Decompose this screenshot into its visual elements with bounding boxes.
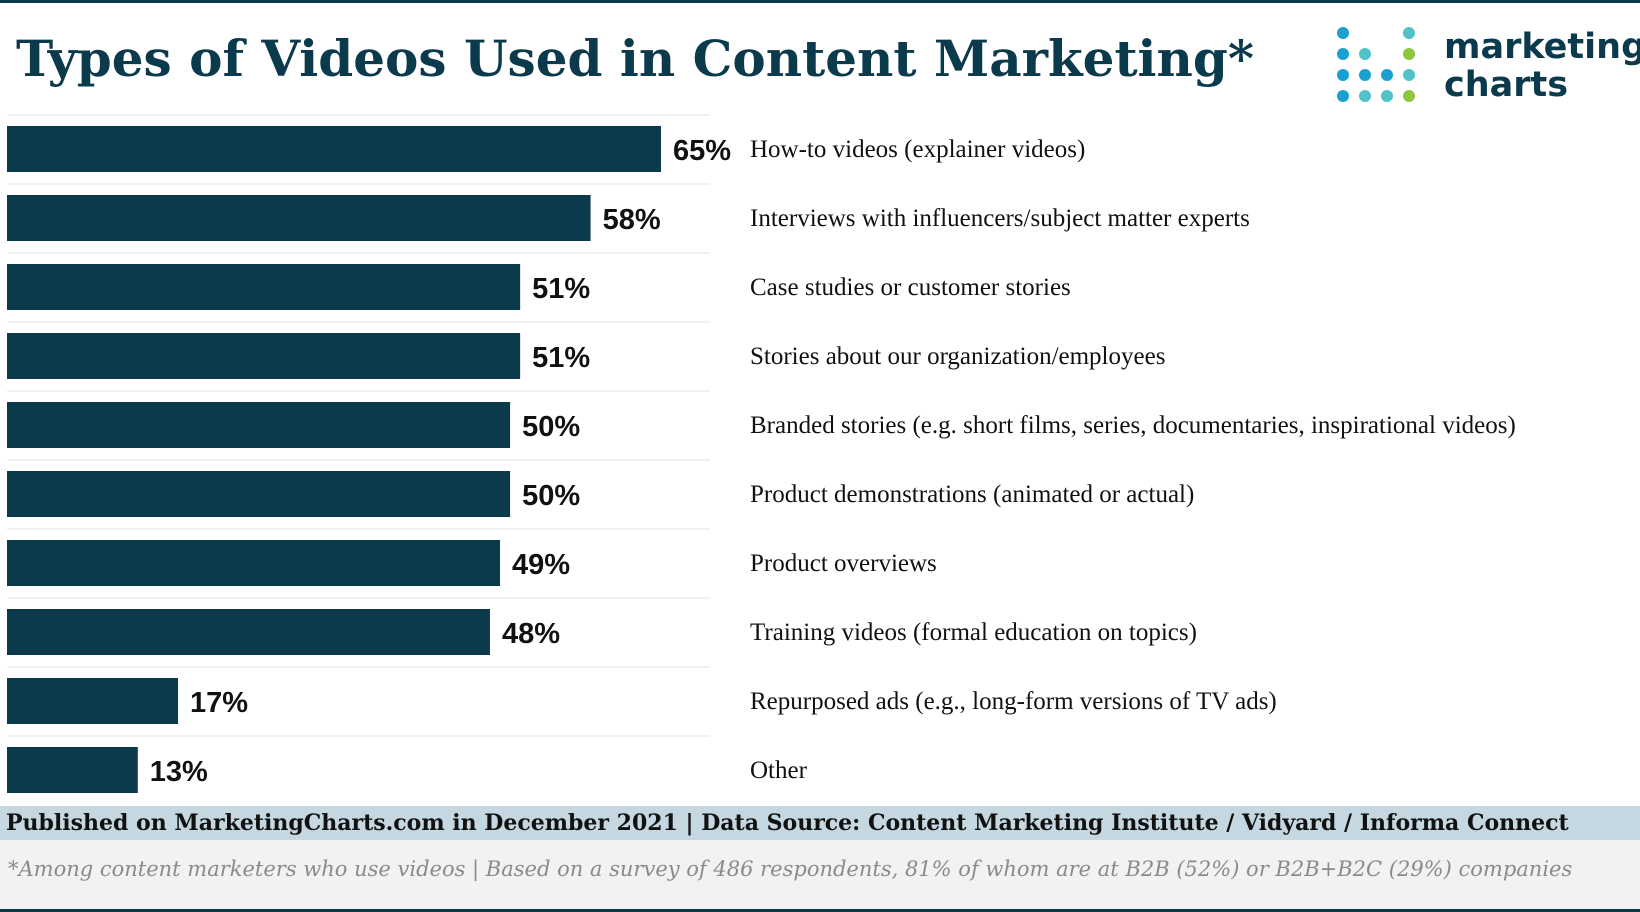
logo-wordmark: marketing charts	[1444, 28, 1640, 104]
bar-value-label: 50%	[522, 411, 580, 443]
logo-dot	[1359, 48, 1371, 60]
bar-value-label: 51%	[532, 273, 590, 305]
source-footer: Published on MarketingCharts.com in Dece…	[0, 806, 1640, 840]
category-label: How-to videos (explainer videos)	[750, 136, 1085, 163]
category-label: Interviews with influencers/subject matt…	[750, 205, 1250, 232]
top-rule	[0, 0, 1640, 3]
category-label: Other	[750, 757, 808, 784]
logo-dot	[1403, 27, 1415, 39]
source-text: Published on MarketingCharts.com in Dece…	[6, 810, 1569, 836]
bar	[7, 264, 521, 310]
logo-dot	[1337, 90, 1349, 102]
logo-dot	[1403, 90, 1415, 102]
bar	[7, 402, 511, 448]
bar	[7, 609, 490, 655]
chart-title: Types of Videos Used in Content Marketin…	[16, 29, 1254, 88]
category-label: Stories about our organization/employees	[750, 343, 1165, 370]
bar-value-label: 49%	[512, 549, 570, 581]
bar-value-label: 65%	[673, 135, 731, 167]
bar-value-label: 17%	[190, 687, 248, 719]
bar-value-label: 58%	[603, 204, 661, 236]
bar	[7, 333, 521, 379]
bar	[7, 126, 661, 172]
logo-dot	[1337, 69, 1349, 81]
bar-value-label: 13%	[150, 756, 208, 788]
footnote-text: *Among content marketers who use videos …	[8, 857, 1573, 881]
bar	[7, 678, 179, 724]
logo-line-1: marketing	[1444, 27, 1640, 67]
bar-value-label: 50%	[522, 480, 580, 512]
bar	[7, 747, 138, 793]
bar	[7, 540, 501, 586]
bottom-rule	[0, 909, 1640, 912]
category-label: Branded stories (e.g. short films, serie…	[750, 412, 1516, 439]
category-label: Training videos (formal education on top…	[750, 619, 1197, 646]
category-label: Product demonstrations (animated or actu…	[750, 481, 1194, 508]
footnote-area: *Among content marketers who use videos …	[0, 840, 1640, 912]
logo-dot	[1381, 90, 1393, 102]
logo-dot	[1403, 69, 1415, 81]
bar	[7, 471, 511, 517]
category-label: Repurposed ads (e.g., long-form versions…	[750, 688, 1277, 715]
bar-value-label: 51%	[532, 342, 590, 374]
marketingcharts-logo: marketing charts	[1336, 26, 1640, 106]
category-label: Case studies or customer stories	[750, 274, 1071, 301]
bar-value-label: 48%	[502, 618, 560, 650]
logo-dot	[1403, 48, 1415, 60]
category-label: Product overviews	[750, 550, 937, 577]
logo-dots-icon	[1337, 27, 1415, 102]
logo-dot	[1359, 90, 1371, 102]
logo-dot	[1337, 27, 1349, 39]
logo-dot	[1337, 48, 1349, 60]
bar	[7, 195, 591, 241]
logo-dot	[1381, 69, 1393, 81]
logo-dot	[1359, 69, 1371, 81]
logo-line-2: charts	[1444, 65, 1569, 105]
